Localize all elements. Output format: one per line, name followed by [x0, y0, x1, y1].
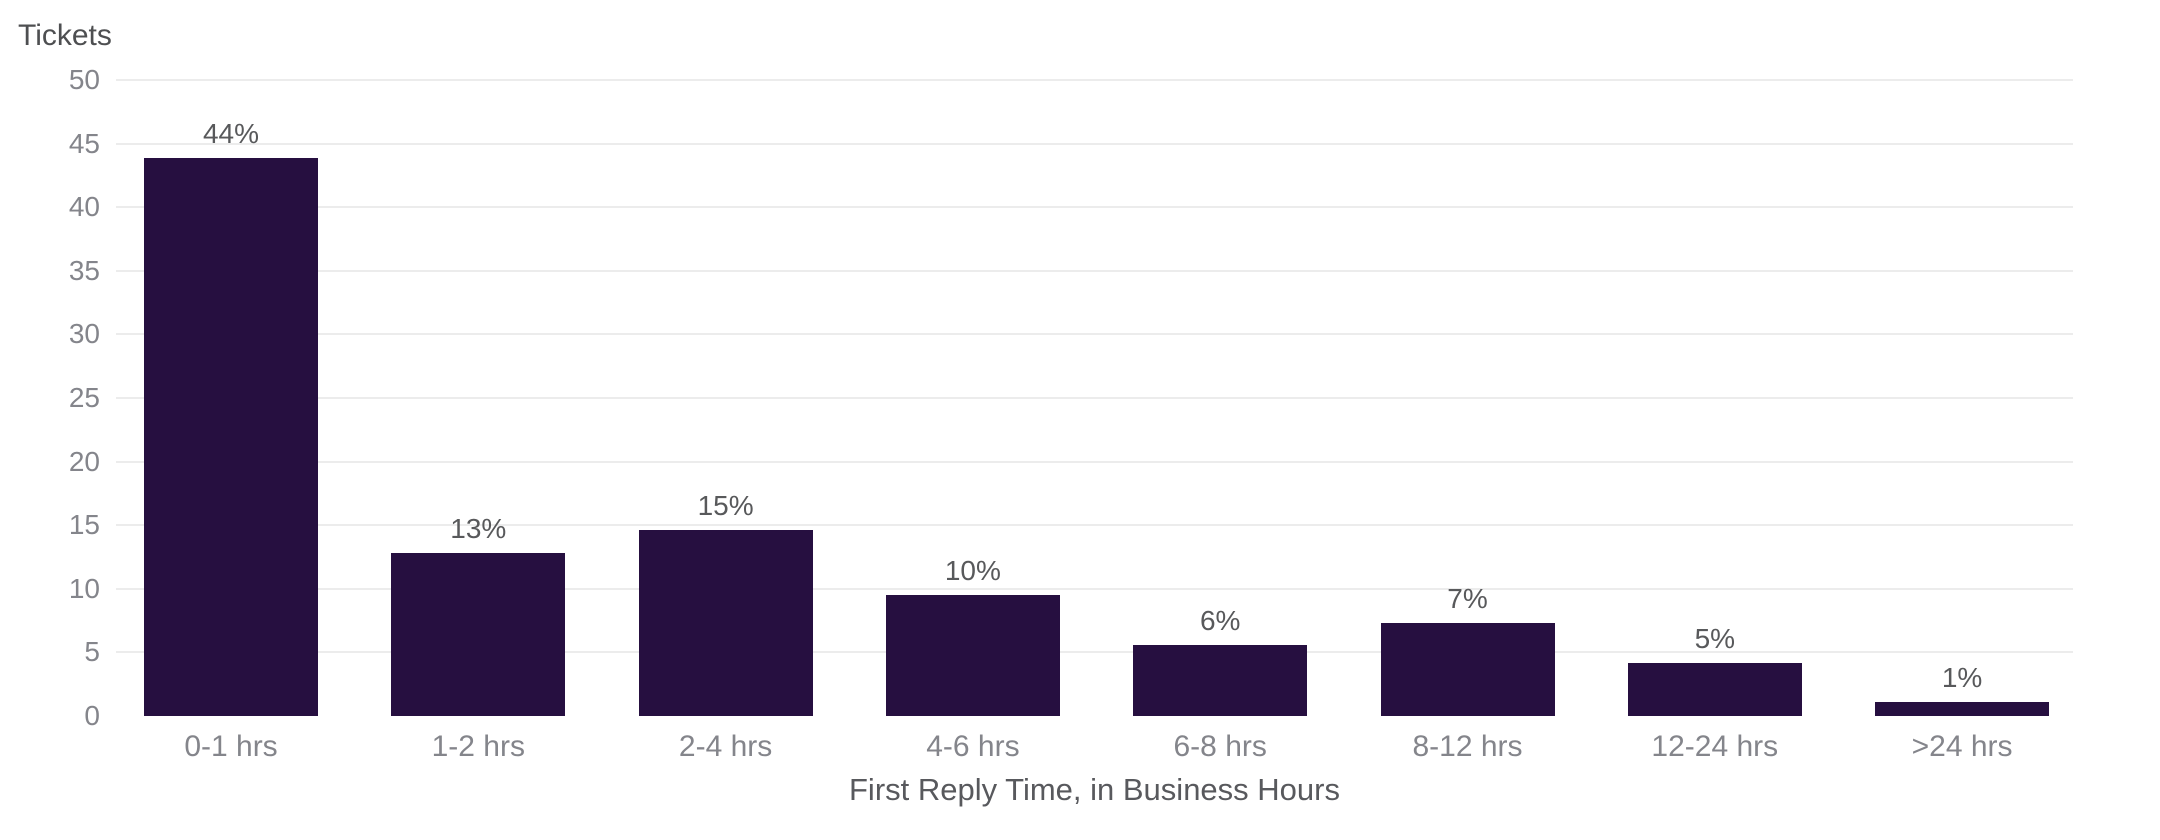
bar-value-label: 15%: [697, 490, 754, 522]
x-category-label: 1-2 hrs: [431, 730, 525, 763]
grid-line: [116, 397, 2073, 399]
y-tick-label: 0: [84, 700, 100, 731]
grid-line: [116, 333, 2073, 336]
y-tick-label: 40: [68, 191, 100, 223]
x-axis-title: First Reply Time, in Business Hours: [849, 772, 1340, 807]
x-category-label: 0-1 hrs: [184, 730, 278, 763]
x-category-label: 4-6 hrs: [926, 730, 1020, 763]
bar-8-12-hrs: [1380, 623, 1555, 716]
bar-value-label: 5%: [1694, 622, 1736, 654]
bar-12-24-hrs: [1627, 662, 1802, 716]
y-tick-label: 35: [68, 254, 100, 286]
grid-line: [116, 79, 2073, 81]
y-tick-label: 45: [68, 127, 100, 159]
y-tick-label: 30: [68, 318, 100, 350]
grid-line: [116, 460, 2073, 463]
y-tick-label: 10: [68, 572, 100, 604]
bar-1-2-hrs: [391, 553, 566, 716]
y-tick-label: 20: [68, 445, 100, 477]
bar--24-hrs: [1875, 702, 2050, 716]
grid-line: [116, 587, 2073, 590]
bar-value-label: 13%: [450, 513, 507, 545]
y-tick-label: 15: [68, 509, 100, 541]
bar-value-label: 7%: [1447, 583, 1488, 615]
bar-0-1-hrs: [144, 157, 318, 716]
y-axis-title: Tickets: [18, 19, 112, 52]
bar-6-8-hrs: [1133, 644, 1308, 716]
bar-value-label: 10%: [944, 555, 1001, 587]
x-category-label: 12-24 hrs: [1651, 730, 1779, 763]
x-category-label: 6-8 hrs: [1173, 730, 1267, 763]
y-tick-label: 25: [68, 382, 100, 413]
grid-line: [116, 206, 2073, 209]
x-category-label: 2-4 hrs: [678, 730, 773, 763]
x-category-label: 8-12 hrs: [1412, 730, 1523, 763]
y-tick-label: 50: [68, 64, 100, 95]
grid-line: [116, 269, 2073, 272]
bar-value-label: 44%: [202, 117, 260, 149]
x-category-label: >24 hrs: [1911, 730, 2013, 763]
bar-value-label: 6%: [1199, 604, 1241, 636]
bar-4-6-hrs: [885, 595, 1060, 716]
bar-value-label: 1%: [1941, 662, 1983, 693]
bar-2-4-hrs: [638, 530, 813, 716]
grid-line: [116, 142, 2073, 145]
grid-line: [116, 651, 2073, 654]
y-tick-label: 5: [84, 636, 100, 668]
grid-line: [116, 524, 2073, 527]
